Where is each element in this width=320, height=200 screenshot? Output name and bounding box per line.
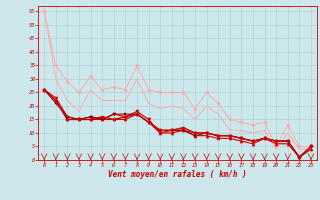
X-axis label: Vent moyen/en rafales ( km/h ): Vent moyen/en rafales ( km/h ): [108, 170, 247, 179]
